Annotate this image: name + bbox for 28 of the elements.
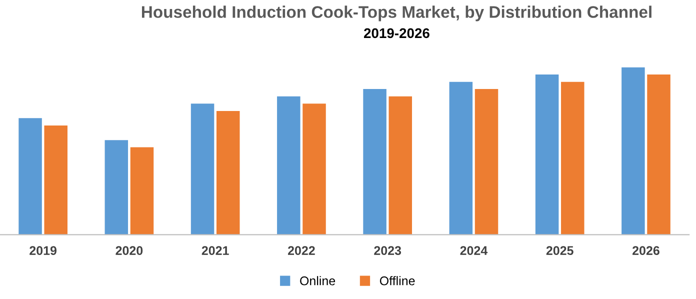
bar: [561, 82, 584, 235]
bar: [104, 140, 128, 235]
bar: [216, 110, 240, 235]
bar: [535, 74, 559, 235]
x-tick-label: 2020: [116, 246, 143, 256]
x-tick-label: 2021: [202, 246, 229, 256]
bar: [647, 74, 670, 235]
chart-title: Household Induction Cook-Tops Market, by Distribution Channel: [142, 6, 652, 22]
legend-label: Offline: [380, 276, 415, 286]
bar: [44, 126, 68, 235]
bar: [474, 89, 498, 235]
x-tick-label: 2026: [632, 246, 660, 256]
bar: [363, 89, 386, 235]
chart-subtitle: 2019-2026: [364, 28, 430, 38]
x-tick-label: 2019: [30, 246, 57, 256]
bar: [622, 67, 645, 235]
bar: [277, 96, 300, 235]
x-tick-label: 2025: [546, 246, 574, 256]
bar: [190, 104, 214, 235]
x-tick-label: 2023: [374, 246, 402, 256]
bar: [449, 82, 473, 235]
bar: [18, 118, 42, 235]
bar: [130, 147, 154, 235]
legend-label: Online: [300, 276, 336, 286]
x-tick-label: 2022: [288, 246, 315, 256]
x-tick-label: 2024: [460, 246, 488, 256]
bar: [388, 96, 412, 235]
bar: [302, 104, 326, 235]
